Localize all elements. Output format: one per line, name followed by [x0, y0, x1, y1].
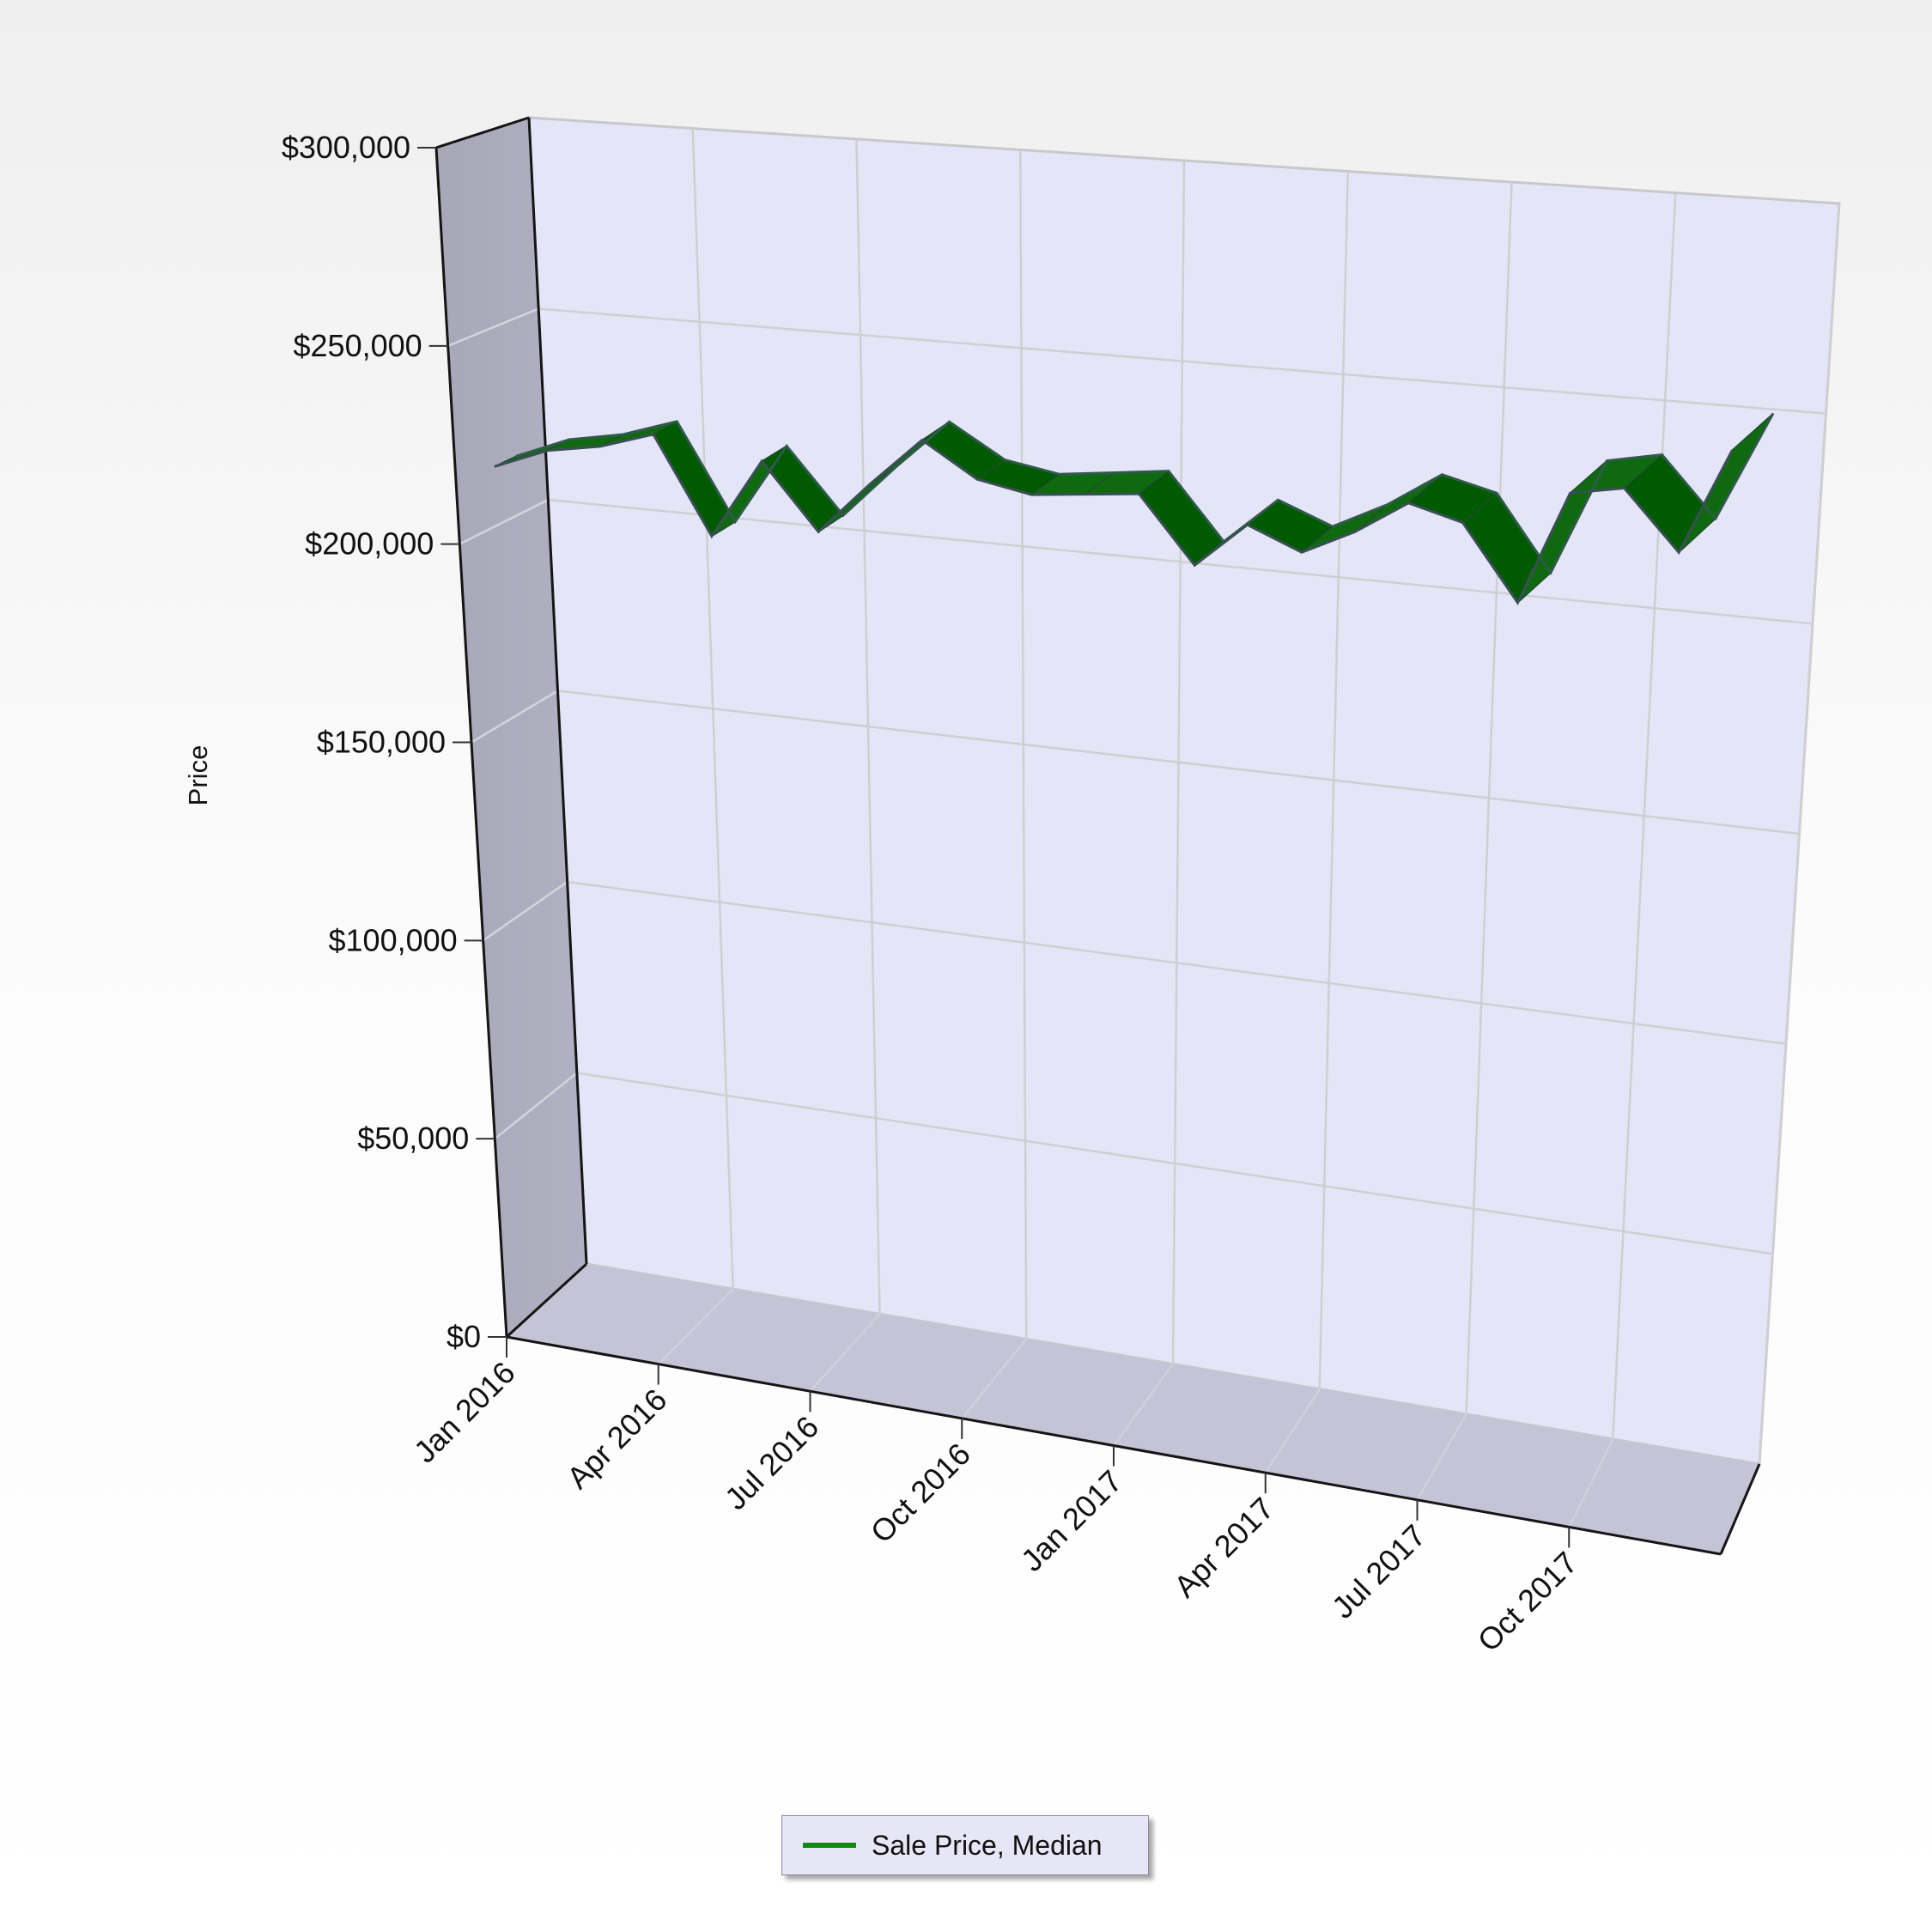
floor-grid-lines: [657, 1288, 1761, 1555]
y-tick-label: $250,000: [294, 328, 422, 363]
wall-grid-line: [459, 498, 549, 545]
y-axis: $0 $50,000 $100,000 $150,000 $200,000 $250,00…: [282, 130, 507, 1354]
back-wall: [527, 116, 1841, 1466]
grid-lines: [538, 128, 1841, 1465]
x-tick-label: Oct 2016: [864, 1437, 977, 1550]
y-axis-title: Price: [183, 745, 213, 806]
grid-line-vertical: [1318, 171, 1349, 1389]
grid-line-vertical: [1171, 160, 1186, 1364]
wall-grid-line: [447, 307, 539, 347]
x-tick-label: Jul 2017: [1325, 1517, 1432, 1625]
grid-line-vertical: [1612, 192, 1677, 1439]
legend-swatch: [803, 1843, 856, 1848]
legend-label: Sale Price, Median: [872, 1829, 1103, 1861]
floor-grid-line: [1264, 1388, 1321, 1473]
wall-grid-lines: [447, 307, 578, 1140]
x-tick-label: Jul 2016: [718, 1409, 825, 1516]
floor-grid-line: [1112, 1363, 1175, 1447]
grid-line-vertical: [1019, 149, 1028, 1340]
grid-line-vertical: [855, 138, 881, 1315]
y-tick-label: $150,000: [317, 725, 446, 760]
grid-line-vertical: [691, 128, 734, 1290]
floor-grid-line: [657, 1288, 734, 1365]
wall-grid-line: [482, 880, 568, 942]
y-tick-label: $200,000: [305, 526, 434, 562]
wall-grid-line: [471, 690, 559, 744]
y-tick-label: $300,000: [282, 130, 410, 165]
floor-plane: [507, 1264, 1759, 1554]
x-tick-label: Jan 2017: [1014, 1463, 1129, 1578]
left-wall: [436, 118, 586, 1337]
floor-grid-line: [1416, 1413, 1467, 1501]
series-line-front: [494, 433, 1734, 605]
floor-grid-line: [809, 1313, 881, 1393]
y-tick-label: $50,000: [357, 1121, 469, 1156]
x-tick-label: Oct 2017: [1471, 1545, 1584, 1658]
y-tick-label: $0: [447, 1319, 481, 1354]
legend: Sale Price, Median: [781, 1815, 1149, 1875]
grid-line-vertical: [1465, 181, 1513, 1414]
grid-line-vertical: [1758, 203, 1841, 1465]
y-tick-label: $100,000: [329, 922, 458, 957]
floor-grid-line: [961, 1338, 1028, 1419]
wall-grid-line: [494, 1072, 578, 1140]
series-ribbon: [494, 412, 1775, 605]
x-tick-label: Apr 2017: [1167, 1491, 1280, 1604]
series-line: [515, 412, 1775, 576]
floor-grid-line: [1568, 1438, 1614, 1528]
x-tick-label: Apr 2016: [560, 1382, 673, 1495]
x-tick-label: Jan 2016: [407, 1355, 522, 1470]
